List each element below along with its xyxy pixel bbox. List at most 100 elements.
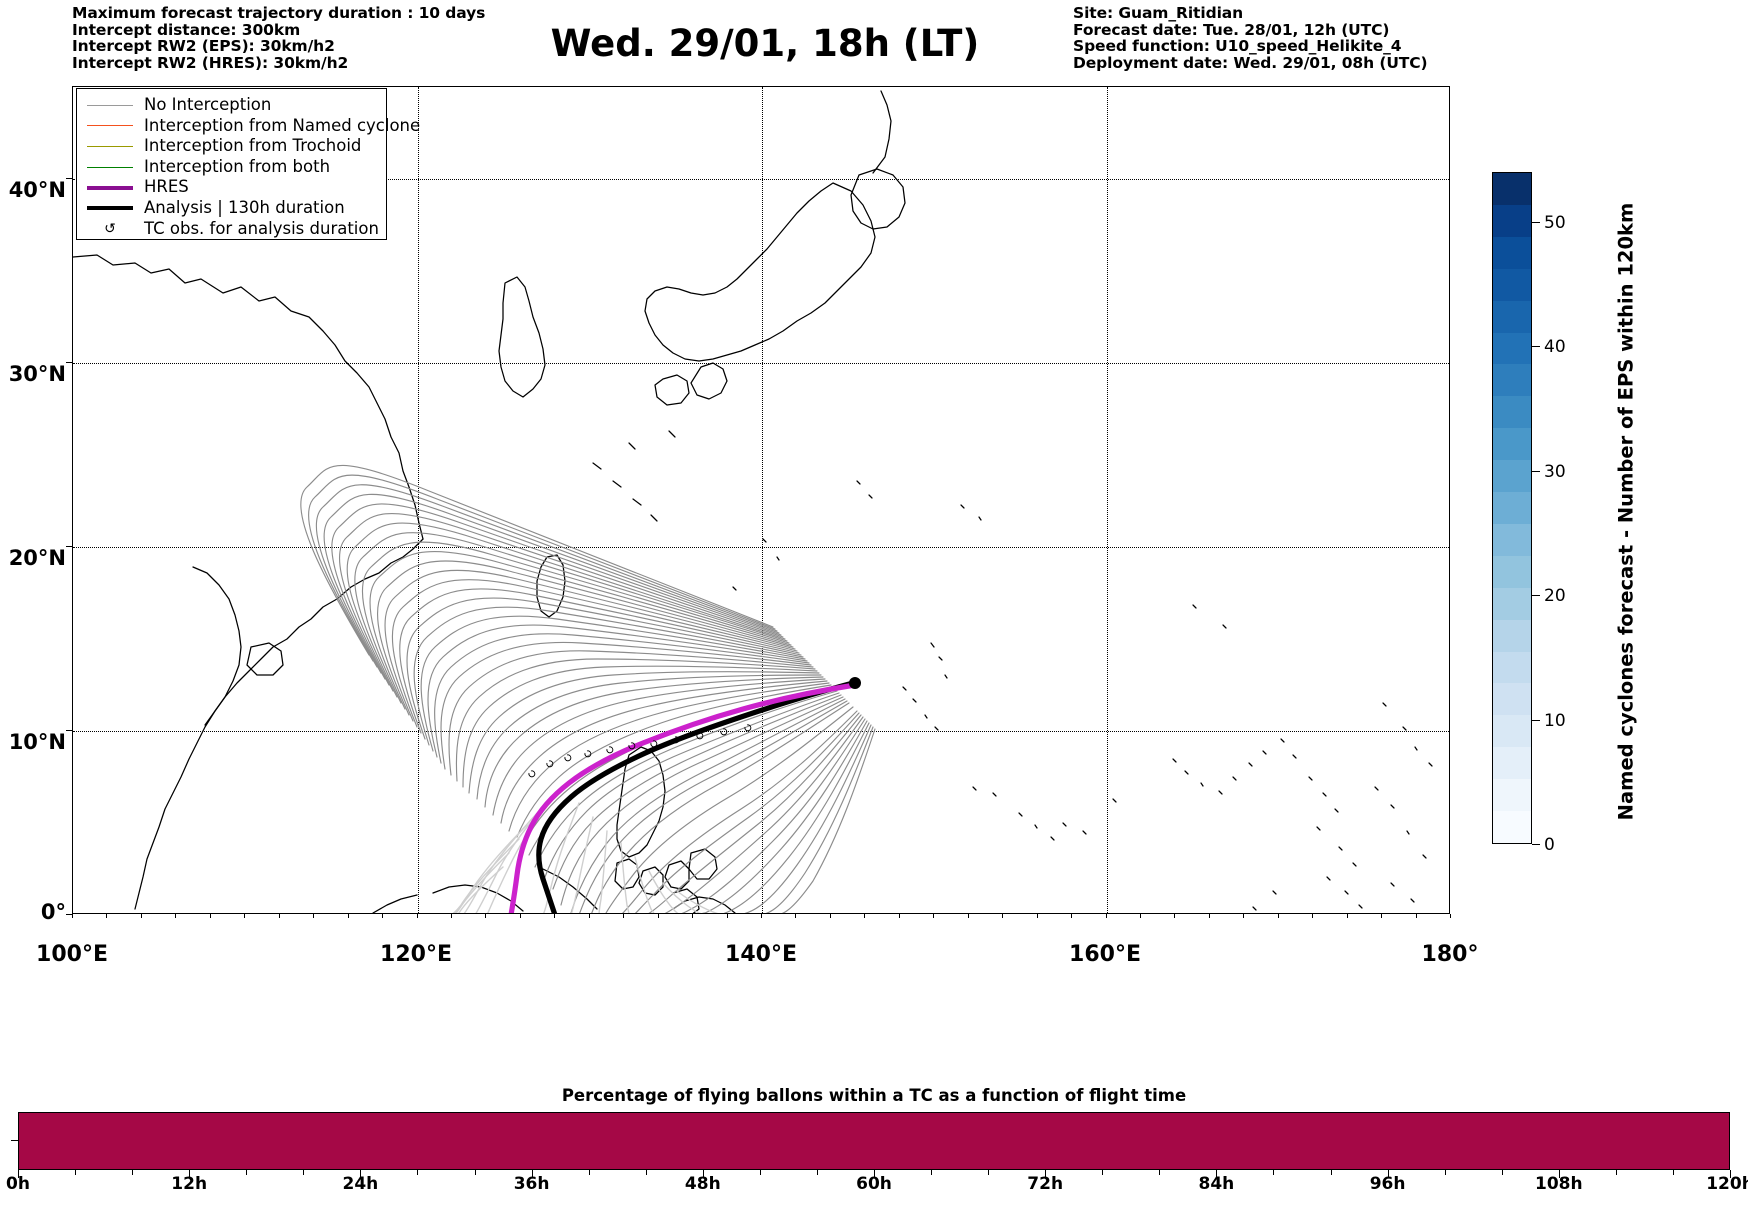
colorbar-ticklabel-20: 20 (1544, 586, 1566, 607)
percentage-ticklabel-60h: 60h (856, 1174, 892, 1194)
legend-swatch-trochoid (87, 145, 133, 147)
lon-minor-tick (72, 914, 73, 918)
colorbar-title-wrap: Named cyclones forecast - Number of EPS … (1596, 0, 1638, 1213)
lon-minor-tick (313, 914, 315, 918)
lat-tick-0: 0° (40, 900, 66, 924)
hres-track (508, 682, 858, 913)
coastline-layer (73, 90, 1433, 913)
forecast-date-label: Forecast date: Tue. 28/01, 12h (UTC) (1073, 20, 1390, 39)
lat-tickmark-0 (66, 914, 73, 915)
percentage-ticklabel-24h: 24h (342, 1174, 379, 1194)
legend-item-no-interception[interactable]: No Interception (85, 95, 378, 116)
header-left-line-1: Maximum forecast trajectory duration : 1… (72, 4, 486, 22)
percentage-tickmark-minor (1159, 1170, 1161, 1175)
legend-item-named-cyclone[interactable]: Interception from Named cyclone (85, 116, 420, 137)
lon-minor-tick (1243, 914, 1245, 918)
percentage-tickmark-120h (1730, 1170, 1731, 1178)
colorbar-segment-6 (1493, 619, 1531, 652)
lon-minor-tick (864, 914, 866, 918)
lon-minor-tick (623, 914, 625, 918)
colorbar-ticklabel-40: 40 (1544, 337, 1566, 358)
lon-minor-tick (519, 914, 521, 918)
percentage-tickmark-minor (1444, 1170, 1446, 1175)
percentage-tickmark-minor (1501, 1170, 1503, 1175)
lon-tick-120: 120°E (380, 942, 452, 967)
lon-minor-tick (1105, 914, 1107, 918)
legend-label-trochoid: Interception from Trochoid (144, 136, 362, 156)
percentage-tickmark-minor (816, 1170, 818, 1175)
lon-minor-tick (347, 914, 349, 918)
colorbar-segment-5 (1493, 651, 1531, 684)
legend-item-hres[interactable]: HRES (85, 177, 378, 198)
colorbar-segment-2 (1493, 747, 1531, 780)
gridline-lon-140 (762, 87, 763, 913)
colorbar-segment-4 (1493, 683, 1531, 716)
lon-minor-tick (1312, 914, 1314, 918)
percentage-tickmark-60h (874, 1170, 875, 1178)
legend-label-named-cyclone: Interception from Named cyclone (144, 115, 421, 135)
lon-minor-tick (1346, 914, 1348, 918)
legend-label-hres: HRES (144, 177, 189, 197)
colorbar-segment-1 (1493, 779, 1531, 812)
colorbar-segment-0 (1493, 811, 1531, 843)
legend-item-both[interactable]: Interception from both (85, 157, 378, 178)
lon-minor-tick (140, 914, 142, 918)
colorbar-segment-17 (1493, 268, 1531, 301)
lat-tick-30: 30°N (8, 362, 66, 386)
analysis-endpoint (849, 677, 861, 689)
colorbar-gradient (1492, 172, 1532, 844)
legend-item-analysis[interactable]: Analysis | 130h duration (85, 198, 378, 219)
lon-minor-tick (1139, 914, 1141, 918)
legend-swatch-hres (87, 185, 133, 190)
percentage-tickmark-12h (189, 1170, 191, 1178)
lon-minor-tick (795, 914, 797, 918)
lon-tick-160: 160°E (1069, 942, 1141, 967)
legend-item-tc-obs[interactable]: ↺ TC obs. for analysis duration (85, 219, 379, 240)
colorbar-segment-12 (1493, 428, 1531, 461)
lat-tickmark-10 (66, 730, 73, 731)
gridline-lat-30 (73, 363, 1449, 364)
gridline-lat-40 (73, 179, 1449, 180)
percentage-tickmark-minor (645, 1170, 647, 1175)
percentage-bar-fill (19, 1113, 1729, 1169)
lat-tickmark-40 (66, 178, 73, 179)
legend-swatch-no-interception (87, 104, 133, 106)
percentage-tickmark-minor (1273, 1170, 1275, 1175)
tc-obs-icon: ↺ (104, 220, 116, 237)
legend-swatch-both (87, 166, 133, 168)
legend-swatch-analysis (87, 206, 133, 211)
percentage-tickmark-minor (75, 1170, 77, 1175)
lon-minor-tick (588, 914, 590, 918)
legend-item-trochoid[interactable]: Interception from Trochoid (85, 136, 378, 157)
lon-minor-tick (1277, 914, 1279, 918)
lat-tick-40: 40°N (8, 178, 66, 202)
legend-label-analysis: Analysis | 130h duration (144, 198, 345, 218)
lon-minor-tick (1036, 914, 1038, 918)
percentage-tickmark-minor (988, 1170, 990, 1175)
lon-minor-tick (1071, 914, 1073, 918)
colorbar: 0 10 20 30 40 50 (1492, 172, 1566, 855)
colorbar-segment-13 (1493, 396, 1531, 429)
percentage-ticklabel-96h: 96h (1369, 1174, 1406, 1194)
lon-minor-tick (416, 914, 418, 918)
lon-minor-tick (485, 914, 487, 918)
percentage-ticklabel-12h: 12h (171, 1174, 208, 1194)
colorbar-ticklabel-10: 10 (1544, 710, 1566, 731)
percentage-tickmark-0h (18, 1170, 19, 1178)
colorbar-segment-16 (1493, 300, 1531, 333)
lat-tick-10: 10°N (8, 730, 66, 754)
lon-minor-tick (450, 914, 452, 918)
percentage-ticklabel-0h: 0h (6, 1174, 30, 1194)
lon-minor-tick (898, 914, 900, 918)
lon-minor-tick (175, 914, 177, 918)
lat-tick-20: 20°N (8, 546, 66, 570)
percentage-tickmark-72h (1045, 1170, 1047, 1178)
percentage-tickmark-24h (360, 1170, 362, 1178)
ensemble-trajectories (300, 464, 876, 913)
colorbar-segment-8 (1493, 555, 1531, 588)
percentage-tickmark-minor (474, 1170, 476, 1175)
percentage-tickmark-minor (588, 1170, 590, 1175)
percentage-tickmark-minor (1102, 1170, 1104, 1175)
colorbar-tickmark-10 (1532, 719, 1540, 721)
colorbar-segment-7 (1493, 587, 1531, 620)
